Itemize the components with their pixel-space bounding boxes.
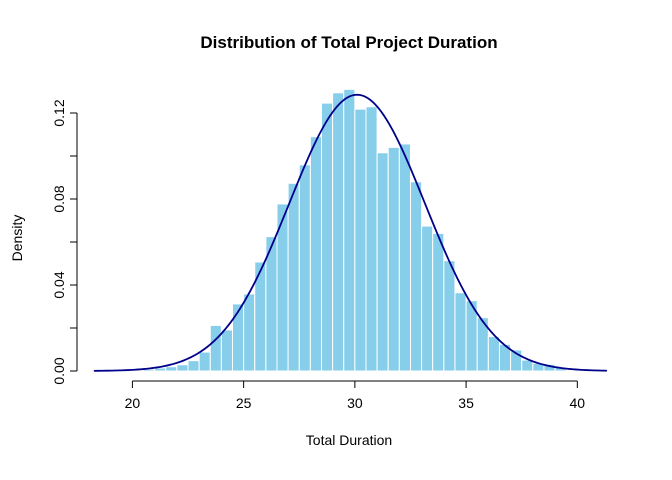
x-axis-tick-label: 35 [458, 395, 474, 411]
histogram-bar [365, 106, 378, 372]
y-axis-tick-label: 0.00 [51, 357, 67, 384]
histogram-bar [487, 336, 500, 372]
y-axis-tick-label: 0.04 [51, 271, 67, 298]
histogram-bar [376, 152, 389, 372]
histogram-bar [387, 146, 400, 372]
histogram-bar [398, 143, 411, 372]
histogram-bar [309, 136, 322, 372]
histogram-bar [220, 329, 234, 372]
histogram-bar [209, 324, 222, 372]
histogram-bar [287, 182, 300, 372]
histogram-bar [521, 359, 534, 372]
histogram-bar [298, 164, 311, 372]
x-axis-title: Total Duration [305, 432, 393, 448]
histogram-bar [232, 303, 245, 372]
x-axis-tick-label: 30 [347, 395, 363, 411]
x-axis-tick-label: 40 [570, 395, 586, 411]
histogram-bar [432, 232, 445, 372]
histogram-bar [198, 351, 211, 372]
histogram-bar [320, 102, 334, 372]
histogram-bar [332, 92, 345, 372]
histogram-bar [354, 108, 367, 372]
histogram-bar [443, 260, 456, 372]
y-axis-title: Density [9, 214, 25, 262]
histogram-bar [454, 292, 467, 372]
x-axis-tick-label: 25 [236, 395, 252, 411]
y-axis-tick-label: 0.08 [51, 185, 67, 212]
histogram-bar [165, 366, 178, 372]
x-axis-tick-label: 20 [125, 395, 141, 411]
histogram-bar [243, 293, 256, 372]
chart-title: Distribution of Total Project Duration [200, 33, 498, 52]
histogram-bar [187, 360, 200, 372]
histogram-bar [176, 364, 189, 372]
histogram-bar [409, 181, 423, 372]
density-curve [93, 93, 608, 372]
y-axis-tick-label: 0.12 [51, 99, 67, 126]
histogram-bar [343, 88, 356, 372]
histogram-bar [421, 225, 434, 372]
